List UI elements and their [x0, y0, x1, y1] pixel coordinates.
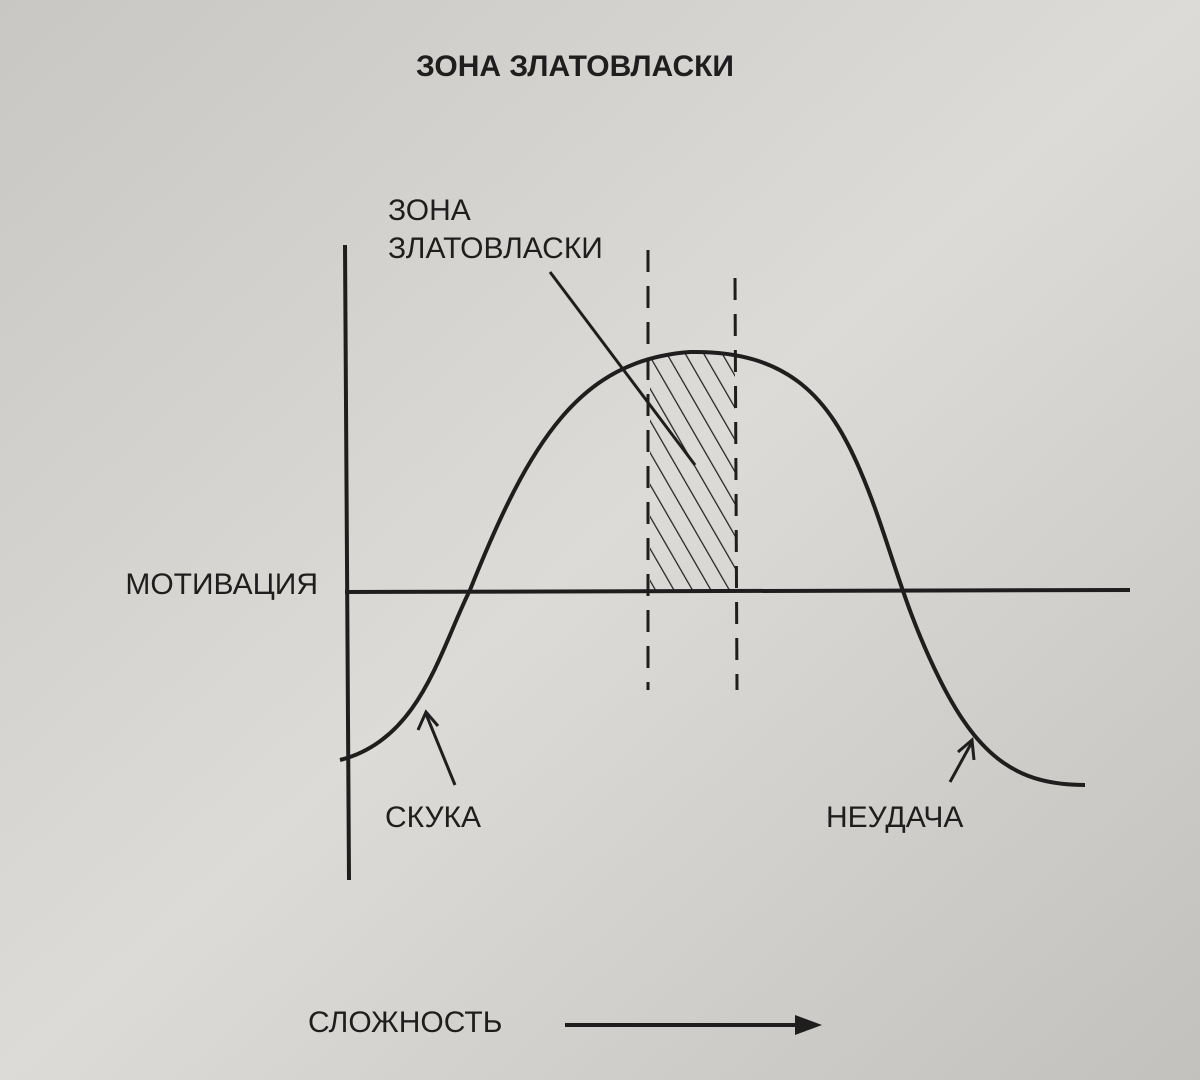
- annotation: НЕУДАЧА: [826, 801, 963, 834]
- zone-label: ЗЛАТОВЛАСКИ: [388, 232, 603, 265]
- annotation: СКУКА: [385, 801, 481, 834]
- arrow-head: [416, 709, 440, 731]
- arrow: [948, 741, 974, 783]
- y-axis: [343, 244, 351, 881]
- arrow: [424, 713, 457, 786]
- zone-hatch: [650, 351, 735, 592]
- arrow-head: [795, 1015, 822, 1035]
- baseline: [344, 588, 1131, 594]
- zone-label: ЗОНА: [388, 194, 471, 227]
- arrow-head: [957, 736, 976, 761]
- pointer: [548, 271, 697, 466]
- zone-bound: [733, 277, 739, 691]
- x-axis-label: СЛОЖНОСТЬ: [308, 1006, 502, 1039]
- motivation-curve: [339, 349, 1086, 787]
- y-axis-label: МОТИВАЦИЯ: [125, 568, 318, 601]
- title: ЗОНА ЗЛАТОВЛАСКИ: [416, 50, 734, 83]
